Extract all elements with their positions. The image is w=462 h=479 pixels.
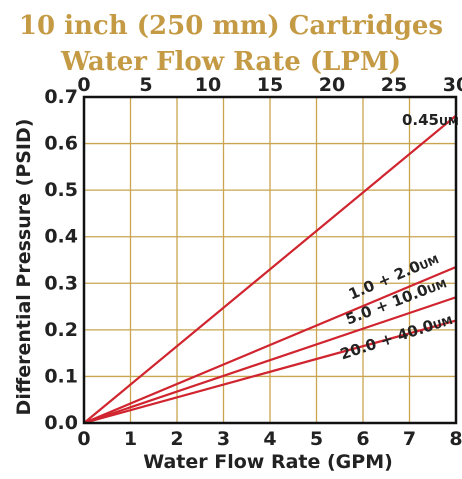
y-tick-label: 0.5 bbox=[44, 179, 78, 201]
top-tick-label: 10 bbox=[195, 74, 221, 96]
x-tick-label: 2 bbox=[170, 428, 183, 450]
y-tick-labels: 0.0 0.1 0.2 0.3 0.4 0.5 0.6 0.7 bbox=[44, 86, 78, 434]
top-tick-label: 20 bbox=[319, 74, 345, 96]
x-axis-label: Water Flow Rate (GPM) bbox=[143, 451, 393, 473]
chart-title: 10 inch (250 mm) Cartridges bbox=[19, 11, 443, 41]
y-axis-label: Differential Pressure (PSID) bbox=[13, 119, 35, 416]
series-lines bbox=[83, 114, 457, 425]
grid-lines bbox=[83, 96, 457, 424]
series-line-1 bbox=[83, 114, 457, 424]
x-tick-label: 6 bbox=[356, 428, 369, 450]
y-tick-label: 0.1 bbox=[44, 365, 78, 387]
y-tick-label: 0.2 bbox=[44, 319, 78, 341]
x-tick-label: 0 bbox=[77, 428, 90, 450]
top-tick-label: 25 bbox=[381, 74, 407, 96]
series-line-4 bbox=[83, 319, 457, 425]
y-tick-label: 0.4 bbox=[44, 226, 78, 248]
x-tick-label: 3 bbox=[217, 428, 230, 450]
top-tick-labels: 0 5 10 15 20 25 30 bbox=[77, 74, 462, 96]
x-tick-label: 8 bbox=[449, 428, 462, 450]
x-tick-label: 7 bbox=[403, 428, 416, 450]
plot-frame bbox=[82, 95, 458, 425]
series-label-1: 0.45UM bbox=[402, 111, 459, 129]
top-tick-label: 30 bbox=[443, 74, 462, 96]
series-line-3 bbox=[83, 296, 457, 425]
x-tick-labels: 0 1 2 3 4 5 6 7 8 bbox=[77, 428, 462, 450]
y-tick-label: 0.0 bbox=[44, 412, 78, 434]
x-tick-label: 1 bbox=[124, 428, 137, 450]
x-tick-label: 5 bbox=[310, 428, 323, 450]
series-line-2 bbox=[83, 265, 457, 425]
y-tick-label: 0.7 bbox=[44, 86, 78, 108]
top-tick-label: 15 bbox=[257, 74, 283, 96]
top-tick-label: 5 bbox=[139, 74, 152, 96]
x-tick-label: 4 bbox=[263, 428, 276, 450]
top-tick-label: 0 bbox=[77, 74, 90, 96]
y-tick-label: 0.3 bbox=[44, 272, 78, 294]
y-tick-label: 0.6 bbox=[44, 133, 78, 155]
chart-subtitle: Water Flow Rate (LPM) bbox=[60, 47, 401, 77]
